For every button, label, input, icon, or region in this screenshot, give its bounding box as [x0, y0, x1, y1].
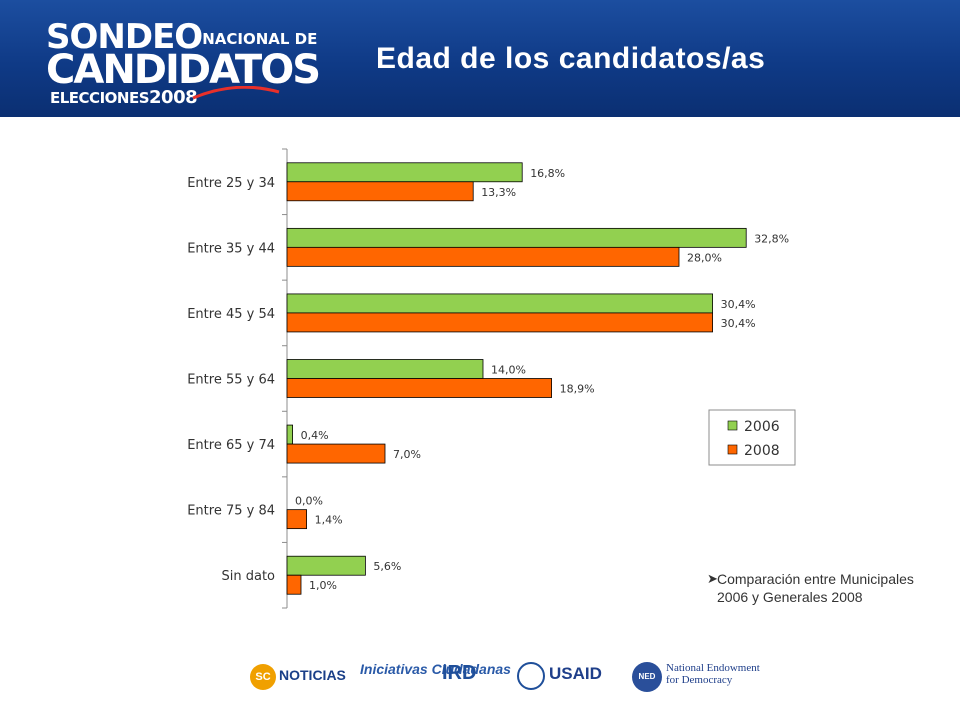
bar-2008 [286, 378, 553, 398]
data-label: 16,8% [530, 167, 565, 180]
data-label: 7,0% [393, 448, 421, 461]
data-label: 30,4% [721, 298, 756, 311]
ned-text: National Endowment for Democracy [666, 662, 760, 686]
bar-2008 [286, 509, 308, 530]
sc-mark: SC [250, 664, 276, 690]
bar-2006 [286, 293, 714, 314]
bar-chart: Entre 25 y 34 16,8% 13,3% Entre 35 y 44 32,8… [187, 148, 796, 609]
data-label: 28,0% [687, 251, 722, 264]
ned-logo: NED National Endowment for Democracy [632, 658, 767, 698]
data-label: 32,8% [754, 232, 789, 245]
category-label: Entre 65 y 74 [187, 438, 275, 453]
logo-line1: SONDEO [46, 17, 203, 57]
logo-year: 2008 [149, 87, 198, 108]
ird-logo: IRD [442, 658, 502, 698]
data-label: 5,6% [373, 560, 401, 573]
bar-2006 [286, 555, 366, 576]
comparison-note: ➤ Comparación entre Municipales 2006 y G… [707, 570, 917, 606]
category-label: Entre 75 y 84 [187, 504, 275, 519]
bar-2008 [286, 181, 474, 202]
bar-2006 [286, 424, 293, 445]
ird-text: IRD [442, 662, 477, 684]
footer-logos: SC NOTICIAS Iniciativas Ciudadanas IRD U… [250, 658, 770, 698]
data-label: 13,3% [481, 186, 516, 199]
legend-label: 2008 [744, 443, 780, 459]
logo-swoosh-icon [192, 86, 280, 100]
usaid-seal-icon [517, 662, 545, 690]
ned-mark: NED [632, 662, 662, 692]
bar-2008 [286, 246, 680, 267]
data-label: 30,4% [721, 317, 756, 330]
data-label: 0,0% [295, 495, 323, 508]
sc-noticias-logo: SC NOTICIAS [250, 658, 346, 698]
category-label: Entre 55 y 64 [187, 373, 275, 388]
category-label: Sin dato [221, 569, 275, 584]
bar-2008 [286, 443, 386, 464]
usaid-text: USAID [549, 664, 602, 683]
bar-2006 [286, 359, 484, 379]
legend-swatch [727, 420, 738, 431]
category-label: Entre 35 y 44 [187, 241, 275, 256]
category-label: Entre 45 y 54 [187, 307, 275, 322]
note-text: Comparación entre Municipales 2006 y Gen… [717, 571, 914, 605]
bar-2008 [286, 312, 714, 333]
logo-line1-small: NACIONAL DE [202, 30, 318, 48]
category-label: Entre 25 y 34 [187, 176, 275, 191]
iniciativas-logo: Iniciativas Ciudadanas [360, 658, 511, 698]
data-label: 0,4% [301, 429, 329, 442]
logo-line2: CANDIDATOS [46, 47, 321, 93]
arrow-bullet-icon: ➤ [707, 571, 718, 586]
sondeo-logo: SONDEONACIONAL DE CANDIDATOS ELECCIONES2… [46, 17, 321, 112]
usaid-logo: USAID [517, 658, 617, 698]
bar-2008 [286, 574, 302, 595]
bar-2006 [286, 227, 747, 248]
data-label: 1,4% [315, 514, 343, 527]
data-label: 18,9% [560, 383, 595, 396]
sc-text: NOTICIAS [279, 667, 346, 683]
iniciativas-text: Iniciativas Ciudadanas [360, 661, 511, 677]
data-label: 14,0% [491, 364, 526, 377]
bar-2006 [286, 162, 523, 183]
data-label: 1,0% [309, 579, 337, 592]
legend-swatch [727, 444, 738, 455]
legend-label: 2006 [744, 419, 780, 435]
legend-box [708, 409, 796, 466]
header-banner: SONDEONACIONAL DE CANDIDATOS ELECCIONES2… [0, 0, 960, 117]
page-title: Edad de los candidatos/as [376, 42, 766, 75]
logo-line3: ELECCIONES [50, 89, 150, 107]
